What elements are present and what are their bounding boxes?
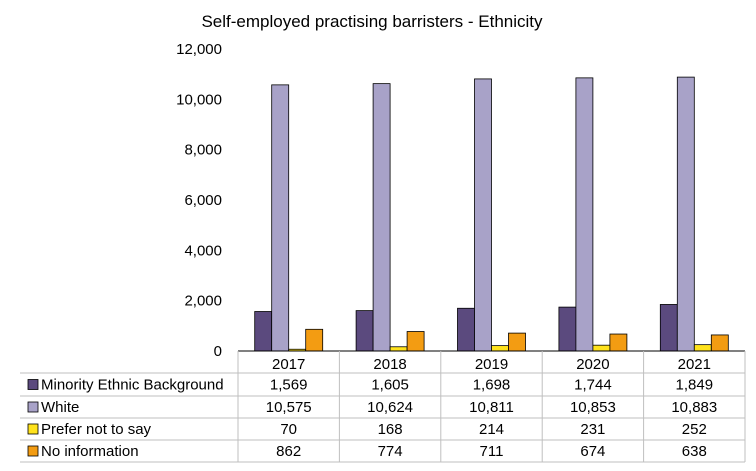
bar [558, 306, 577, 352]
bar [457, 307, 475, 352]
data-label: 1,698 [473, 377, 511, 394]
legend-swatch [27, 423, 39, 435]
data-label: 711 [480, 443, 504, 460]
bar [406, 331, 425, 352]
legend-swatch [27, 401, 39, 413]
y-tick-label: 12,000 [176, 41, 222, 58]
x-tick-label: 2019 [475, 356, 508, 373]
legend-swatch [27, 379, 39, 390]
data-label: 674 [580, 443, 605, 460]
data-label: 1,569 [270, 377, 308, 394]
bar [592, 344, 611, 352]
data-label: 168 [378, 421, 403, 438]
legend-label: Prefer not to say [41, 421, 152, 438]
legend-swatch [27, 445, 39, 457]
x-tick-label: 2018 [373, 356, 406, 373]
bar [271, 84, 290, 352]
bar [474, 78, 492, 352]
x-tick-label: 2021 [678, 356, 711, 373]
y-tick-label: 8,000 [184, 142, 222, 159]
legend-label: Minority Ethnic Background [41, 377, 224, 394]
legend-label: White [41, 399, 79, 416]
data-label: 638 [682, 443, 707, 460]
bar [710, 334, 729, 352]
bar [372, 83, 391, 352]
plot-area [238, 76, 745, 352]
data-label: 10,853 [570, 399, 616, 416]
bar [659, 304, 678, 352]
y-tick-label: 10,000 [176, 91, 222, 108]
bar [254, 311, 273, 352]
x-tick-label: 2020 [576, 356, 609, 373]
data-label: 10,624 [367, 399, 413, 416]
x-tick-label: 2017 [272, 356, 305, 373]
data-label: 10,883 [671, 399, 717, 416]
bar [609, 333, 628, 352]
data-table: 2017 2018 2019 2020 2021 Minority Ethnic Back… [20, 351, 746, 463]
data-label: 1,605 [371, 377, 409, 394]
bar [508, 332, 526, 352]
chart-title: Self-employed practising barristers - Et… [201, 12, 543, 31]
data-label: 10,575 [266, 399, 312, 416]
y-tick-label: 6,000 [184, 192, 222, 209]
bar [575, 77, 594, 352]
y-axis: 0 2,000 4,000 6,000 8,000 10,000 12,000 [176, 41, 222, 360]
data-label: 214 [479, 421, 504, 438]
legend-label: No information [41, 443, 139, 460]
data-label: 862 [276, 443, 301, 460]
y-tick-label: 2,000 [184, 293, 222, 310]
y-tick-label: 4,000 [184, 242, 222, 259]
data-label: 252 [682, 421, 707, 438]
bar [305, 328, 324, 352]
y-tick-label: 0 [214, 343, 222, 360]
bar [389, 346, 408, 352]
data-label: 774 [378, 443, 403, 460]
bar [491, 345, 509, 352]
data-label: 1,744 [574, 377, 612, 394]
data-label: 1,849 [676, 377, 714, 394]
bar [676, 76, 695, 352]
bar [355, 310, 374, 352]
data-label: 70 [280, 421, 297, 438]
data-label: 231 [580, 421, 605, 438]
data-label: 10,811 [469, 399, 514, 416]
bar [693, 344, 712, 352]
